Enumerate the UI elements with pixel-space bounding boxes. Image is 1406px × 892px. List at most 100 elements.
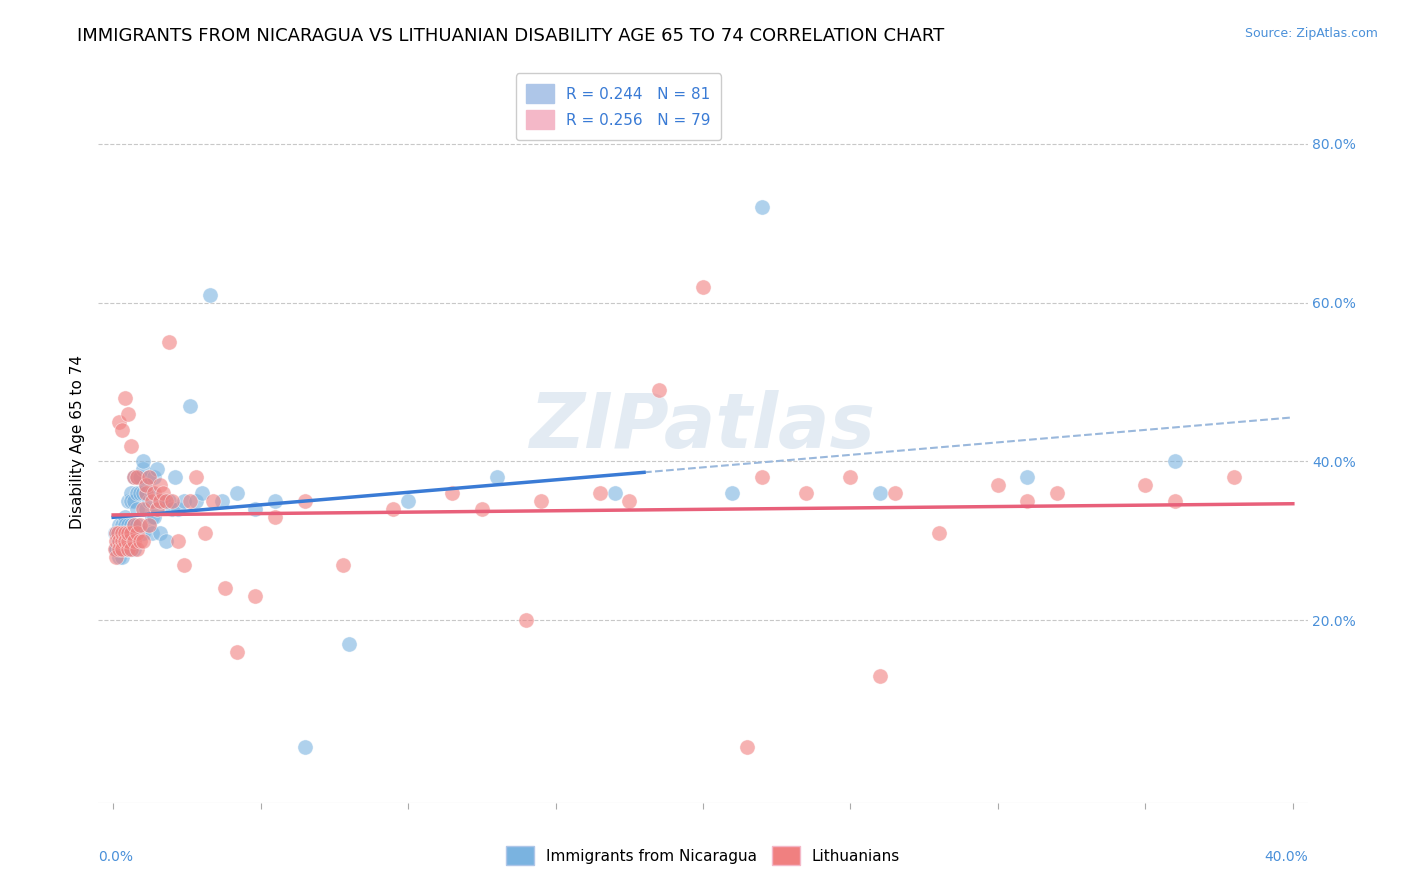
Point <box>111 525 134 540</box>
Point <box>692 279 714 293</box>
Point <box>751 470 773 484</box>
Point <box>143 510 166 524</box>
Point <box>122 470 145 484</box>
Point <box>105 541 128 556</box>
Point <box>114 533 136 548</box>
Point <box>114 533 136 548</box>
Point <box>190 486 212 500</box>
Point <box>146 462 169 476</box>
Point <box>1046 486 1069 500</box>
Point <box>155 533 177 548</box>
Point <box>167 502 190 516</box>
Point <box>141 494 163 508</box>
Point <box>214 582 236 596</box>
Point <box>111 525 134 540</box>
Point <box>128 533 150 548</box>
Point <box>108 541 131 556</box>
Point <box>105 525 128 540</box>
Point <box>648 383 671 397</box>
Point <box>120 494 142 508</box>
Point <box>179 399 201 413</box>
Point <box>167 533 190 548</box>
Point <box>104 525 127 540</box>
Point <box>1164 454 1187 468</box>
Point <box>143 486 166 500</box>
Point <box>114 541 136 556</box>
Point <box>839 470 862 484</box>
Point <box>441 486 464 500</box>
Point <box>1017 470 1039 484</box>
Point <box>111 549 134 564</box>
Point <box>125 502 148 516</box>
Point <box>294 494 316 508</box>
Point <box>149 478 172 492</box>
Point <box>264 494 287 508</box>
Text: Source: ZipAtlas.com: Source: ZipAtlas.com <box>1244 27 1378 40</box>
Point <box>111 423 134 437</box>
Point <box>152 494 174 508</box>
Point <box>128 517 150 532</box>
Point <box>111 541 134 556</box>
Point <box>125 486 148 500</box>
Point <box>1017 494 1039 508</box>
Point <box>117 541 139 556</box>
Point <box>1223 470 1246 484</box>
Point <box>157 494 180 508</box>
Point <box>138 494 160 508</box>
Point <box>243 502 266 516</box>
Point <box>160 502 183 516</box>
Point <box>114 525 136 540</box>
Point <box>382 502 405 516</box>
Point <box>149 494 172 508</box>
Point <box>111 541 134 556</box>
Point <box>589 486 612 500</box>
Text: 40.0%: 40.0% <box>1264 850 1308 863</box>
Point <box>165 470 187 484</box>
Point <box>108 533 131 548</box>
Point <box>928 525 950 540</box>
Point <box>141 510 163 524</box>
Point <box>135 478 157 492</box>
Point <box>108 517 131 532</box>
Point <box>869 669 891 683</box>
Point <box>173 558 195 572</box>
Point <box>104 541 127 556</box>
Point <box>111 533 134 548</box>
Point <box>987 478 1010 492</box>
Point <box>869 486 891 500</box>
Point <box>111 517 134 532</box>
Point <box>135 486 157 500</box>
Point <box>122 494 145 508</box>
Point <box>471 502 494 516</box>
Point <box>141 486 163 500</box>
Point <box>117 517 139 532</box>
Point <box>131 486 153 500</box>
Point <box>125 470 148 484</box>
Point <box>117 541 139 556</box>
Point <box>226 486 249 500</box>
Text: ZIPatlas: ZIPatlas <box>530 390 876 464</box>
Point <box>105 541 128 556</box>
Point <box>122 470 145 484</box>
Point <box>138 470 160 484</box>
Point <box>141 525 163 540</box>
Point <box>226 645 249 659</box>
Point <box>114 510 136 524</box>
Point <box>114 525 136 540</box>
Point <box>160 494 183 508</box>
Point <box>120 541 142 556</box>
Point <box>117 533 139 548</box>
Point <box>105 525 128 540</box>
Point <box>117 525 139 540</box>
Point <box>146 502 169 516</box>
Point <box>128 486 150 500</box>
Point <box>883 486 905 500</box>
Point <box>108 549 131 564</box>
Point <box>131 533 153 548</box>
Point <box>337 637 360 651</box>
Point <box>184 470 207 484</box>
Point <box>117 494 139 508</box>
Point <box>131 525 153 540</box>
Point <box>138 470 160 484</box>
Point <box>107 533 129 548</box>
